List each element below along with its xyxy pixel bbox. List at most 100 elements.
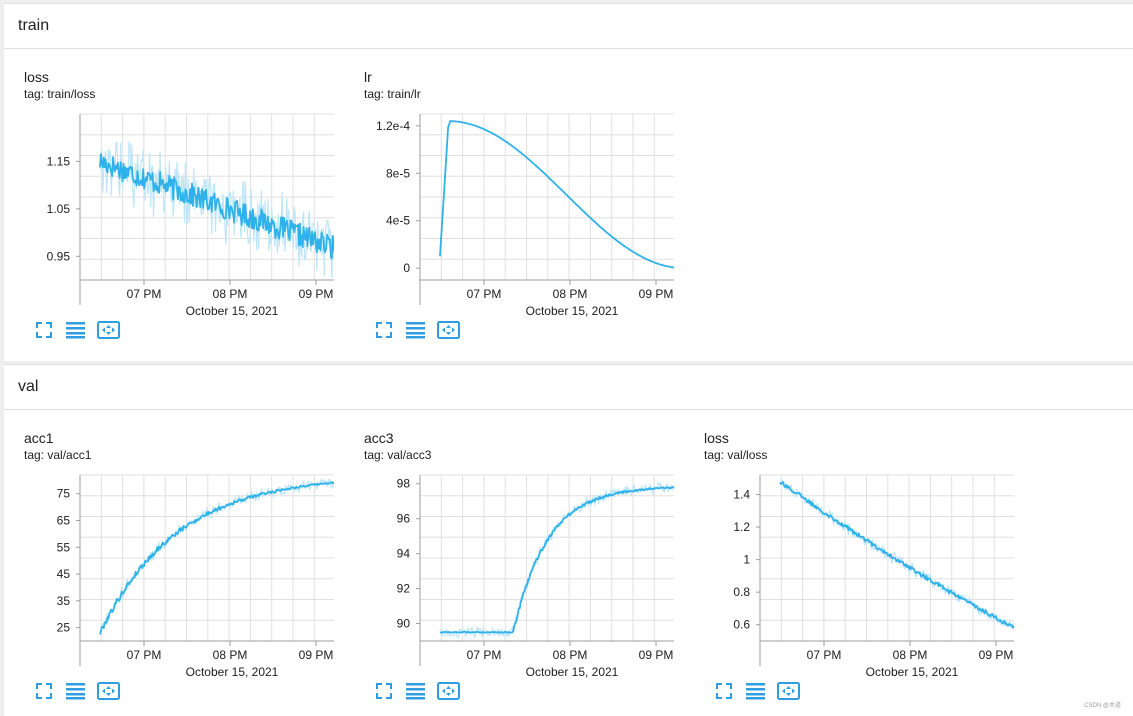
chart-card-val-acc1: acc1 tag: val/acc1 25 35 45 55 65 75 07 PM 08 P… <box>4 410 334 710</box>
y-tick-label: 55 <box>57 540 71 554</box>
y-tick-label: 0.6 <box>733 618 750 632</box>
grid <box>419 113 674 281</box>
x-tick-label: 07 PM <box>467 287 502 301</box>
data-table-icon[interactable] <box>746 683 765 700</box>
raw-series-line <box>99 478 334 633</box>
data-table-icon[interactable] <box>66 322 85 339</box>
y-tick-label: 92 <box>397 582 411 596</box>
fit-domain-icon[interactable] <box>777 682 800 700</box>
group-header-val[interactable]: val <box>4 365 1133 410</box>
y-tick-label: 98 <box>397 477 411 491</box>
x-tick-label: 08 PM <box>553 287 588 301</box>
y-tick-label: 4e-5 <box>386 214 410 228</box>
chart-toolbar <box>376 321 460 339</box>
fit-domain-icon[interactable] <box>97 682 120 700</box>
y-tick-label: 1.05 <box>47 202 71 216</box>
x-tick-label: 09 PM <box>979 648 1014 662</box>
line-chart: 0.6 0.8 1 1.2 1.4 07 PM 08 PM 09 PM October 15, … <box>716 474 1014 700</box>
line-chart: 25 35 45 55 65 75 07 PM 08 PM 09 PM October 15, 2… <box>36 474 334 700</box>
x-tick-label: 07 PM <box>807 648 842 662</box>
x-date-label: October 15, 2021 <box>186 304 279 318</box>
y-tick-label: 1.15 <box>47 154 71 168</box>
grid <box>79 474 334 642</box>
fit-domain-icon[interactable] <box>437 321 460 339</box>
raw-series-line <box>779 478 1014 630</box>
line-chart: 0.95 1.05 1.15 07 PM 08 PM 09 PM October 15, 2… <box>36 113 334 339</box>
x-tick-label: 08 PM <box>553 648 588 662</box>
x-tick-label: 08 PM <box>213 648 248 662</box>
fullscreen-icon[interactable] <box>36 683 52 699</box>
y-tick-label: 8e-5 <box>386 166 410 180</box>
fit-domain-icon[interactable] <box>97 321 120 339</box>
raw-series-line <box>99 141 334 278</box>
y-tick-label: 65 <box>57 514 71 528</box>
card-tag: tag: val/loss <box>704 448 768 462</box>
x-tick-label: 07 PM <box>127 648 162 662</box>
smoothed-series-line <box>99 153 334 260</box>
fullscreen-icon[interactable] <box>36 322 52 338</box>
y-tick-label: 75 <box>57 487 71 501</box>
chart-card-train-loss: loss tag: train/loss 0.95 1.05 1.15 07 PM 08… <box>4 49 334 349</box>
chart-toolbar <box>376 682 460 700</box>
y-tick-label: 1.2 <box>733 520 750 534</box>
y-tick-label: 94 <box>397 547 411 561</box>
card-title: loss <box>704 430 729 446</box>
y-tick-label: 1.2e-4 <box>376 119 410 133</box>
grid <box>759 474 1014 642</box>
line-chart: 90 92 94 96 98 07 PM 08 PM 09 PM October 15, 202… <box>376 474 674 700</box>
card-tag: tag: train/loss <box>24 87 96 101</box>
data-table-icon[interactable] <box>66 683 85 700</box>
x-tick-label: 07 PM <box>467 648 502 662</box>
fullscreen-icon[interactable] <box>716 683 732 699</box>
x-date-label: October 15, 2021 <box>186 665 279 679</box>
card-title: lr <box>364 69 372 85</box>
group-val: val acc1 tag: val/acc1 25 35 45 55 65 75 07 PM… <box>4 364 1133 716</box>
chart-toolbar <box>36 682 120 700</box>
smoothed-series-line <box>779 481 1014 629</box>
data-table-icon[interactable] <box>406 683 425 700</box>
x-tick-label: 08 PM <box>893 648 928 662</box>
x-date-label: October 15, 2021 <box>526 665 619 679</box>
chart-card-val-acc3: acc3 tag: val/acc3 90 92 94 96 98 07 PM 08 PM 0… <box>344 410 674 710</box>
chart-card-val-loss: loss tag: val/loss 0.6 0.8 1 1.2 1.4 07 PM 08 … <box>684 410 1014 710</box>
y-tick-label: 45 <box>57 567 71 581</box>
x-tick-label: 09 PM <box>299 648 334 662</box>
y-tick-label: 0.8 <box>733 585 750 599</box>
y-tick-label: 96 <box>397 512 411 526</box>
fit-domain-icon[interactable] <box>437 682 460 700</box>
x-tick-label: 09 PM <box>639 287 674 301</box>
y-tick-label: 0.95 <box>47 249 71 263</box>
card-title: acc1 <box>24 430 54 446</box>
y-tick-label: 35 <box>57 594 71 608</box>
x-tick-label: 09 PM <box>299 287 334 301</box>
fullscreen-icon[interactable] <box>376 683 392 699</box>
card-title: loss <box>24 69 49 85</box>
line-chart: 0 4e-5 8e-5 1.2e-4 07 PM 08 PM 09 PM October 15… <box>376 113 674 339</box>
data-table-icon[interactable] <box>406 322 425 339</box>
x-tick-label: 07 PM <box>127 287 162 301</box>
x-tick-label: 09 PM <box>639 648 674 662</box>
raw-series-line <box>439 481 674 639</box>
smoothed-series-line <box>440 486 674 634</box>
x-date-label: October 15, 2021 <box>526 304 619 318</box>
y-tick-label: 0 <box>403 261 410 275</box>
smoothed-series-line <box>99 481 334 635</box>
y-tick-label: 1.4 <box>733 488 750 502</box>
card-title: acc3 <box>364 430 394 446</box>
chart-toolbar <box>716 682 800 700</box>
y-tick-label: 1 <box>743 553 750 567</box>
group-header-train[interactable]: train <box>4 4 1133 49</box>
card-tag: tag: val/acc3 <box>364 448 432 462</box>
grid <box>79 113 334 281</box>
x-date-label: October 15, 2021 <box>866 665 959 679</box>
fullscreen-icon[interactable] <box>376 322 392 338</box>
card-tag: tag: val/acc1 <box>24 448 92 462</box>
y-tick-label: 25 <box>57 621 71 635</box>
chart-toolbar <box>36 321 120 339</box>
x-tick-label: 08 PM <box>213 287 248 301</box>
group-train: train loss tag: train/loss 0.95 1.05 1.15 0… <box>4 3 1133 361</box>
chart-card-train-lr: lr tag: train/lr 0 4e-5 8e-5 1.2e-4 07 PM 08 … <box>344 49 674 349</box>
y-tick-label: 90 <box>397 617 411 631</box>
grid <box>419 474 674 642</box>
smoothed-series-line <box>439 120 674 269</box>
